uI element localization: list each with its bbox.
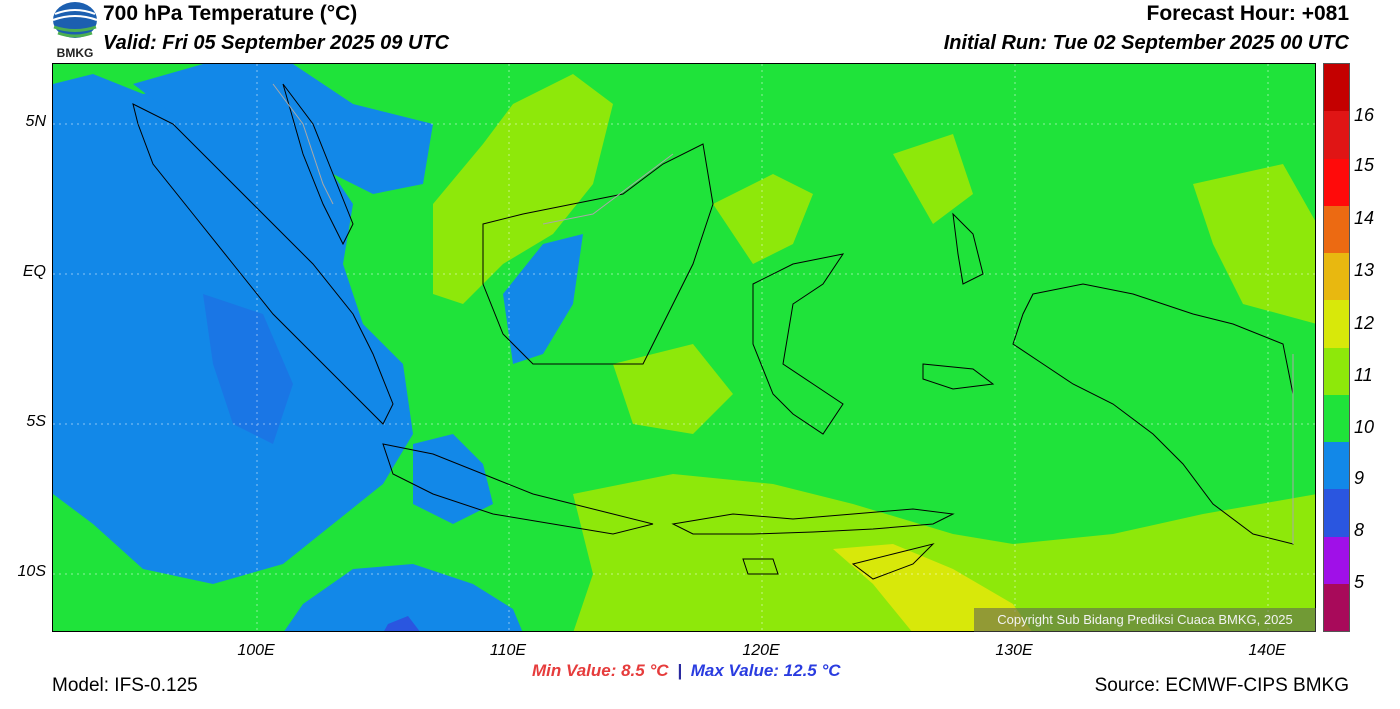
warm-patch-far-east — [1193, 164, 1315, 324]
colorbar-swatch — [1324, 64, 1349, 112]
cold-region-java-sea — [413, 434, 493, 524]
java-coast — [382, 443, 654, 535]
sulawesi-coast — [752, 253, 845, 435]
lon-label-120e: 120E — [742, 642, 780, 659]
cold-region-west — [53, 74, 413, 584]
min-max-values: Min Value: 8.5 °C | Max Value: 12.5 °C — [532, 661, 841, 681]
borneo-coast — [482, 143, 714, 365]
model-label: Model: IFS-0.125 — [52, 675, 198, 696]
cold-core — [203, 294, 293, 444]
colorbar-swatch — [1324, 442, 1349, 490]
max-value: Max Value: 12.5 °C — [690, 661, 841, 680]
graticule — [53, 64, 1315, 631]
lon-label-130e: 130E — [995, 642, 1033, 659]
minmax-separator: | — [677, 661, 683, 680]
lat-label-5s: 5S — [26, 413, 46, 430]
colorbar-swatch — [1324, 253, 1349, 301]
timor-coast — [851, 543, 935, 580]
colorbar-swatch — [1324, 205, 1349, 253]
cold-region-borneo — [503, 234, 583, 364]
bmkg-logo: BMKG — [50, 0, 100, 60]
nusa-tenggara-coast — [671, 508, 955, 535]
cold-spot-south — [384, 616, 420, 631]
lon-label-140e: 140E — [1248, 642, 1286, 659]
colorbar-label-13: 13 — [1354, 260, 1375, 280]
colorbar-swatch — [1324, 347, 1349, 395]
copyright-notice: Copyright Sub Bidang Prediksi Cuaca BMKG… — [974, 608, 1316, 632]
temperature-map — [52, 63, 1316, 632]
seram-coast — [922, 363, 995, 390]
malay-coast — [282, 83, 354, 246]
lon-label-100e: 100E — [237, 642, 275, 659]
chart-title: 700 hPa Temperature (°C) — [103, 2, 358, 25]
colorbar-swatch — [1324, 536, 1349, 584]
cold-region-north — [133, 64, 433, 194]
colorbar-label-12: 12 — [1354, 313, 1375, 333]
colorbar-label-11: 11 — [1354, 365, 1373, 385]
colorbar-swatch — [1324, 394, 1349, 442]
borders — [272, 83, 1294, 544]
lat-label-eq: EQ — [22, 263, 46, 280]
colorbar — [1323, 63, 1350, 632]
colorbar-swatch — [1324, 583, 1349, 631]
colorbar-label-9: 9 — [1354, 468, 1365, 488]
warm-patch-central — [713, 174, 813, 264]
papua-coast — [1012, 283, 1294, 545]
colorbar-swatch — [1324, 489, 1349, 537]
colorbar-swatch — [1324, 158, 1349, 206]
colorbar-swatch — [1324, 300, 1349, 348]
sumatra-coast — [132, 103, 394, 425]
warm-patch-east — [893, 134, 973, 224]
colorbar-label-10: 10 — [1354, 417, 1375, 437]
cold-region-south — [284, 564, 523, 631]
colorbar-label-5: 5 — [1354, 572, 1365, 592]
logo-text: BMKG — [57, 46, 94, 60]
colorbar-swatch — [1324, 111, 1349, 159]
sumba-coast — [742, 558, 779, 575]
colorbar-label-14: 14 — [1354, 208, 1375, 228]
min-value: Min Value: 8.5 °C — [532, 661, 669, 680]
colorbar-label-16: 16 — [1354, 105, 1375, 125]
halmahera-coast — [952, 212, 984, 285]
warm-band-north — [433, 74, 613, 304]
warm-band-south — [573, 474, 1315, 631]
coastlines — [132, 83, 1294, 580]
lon-label-110e: 110E — [489, 642, 527, 659]
initial-run: Initial Run: Tue 02 September 2025 00 UT… — [943, 32, 1349, 54]
forecast-hour: Forecast Hour: +081 — [1146, 2, 1350, 25]
source-label: Source: ECMWF-CIPS BMKG — [1094, 675, 1349, 696]
lat-label-5n: 5N — [25, 113, 46, 130]
lat-label-10s: 10S — [17, 563, 46, 580]
colorbar-label-15: 15 — [1354, 155, 1375, 175]
valid-time: Valid: Fri 05 September 2025 09 UTC — [103, 32, 450, 54]
colorbar-label-8: 8 — [1354, 520, 1365, 540]
warm-patch-mid — [613, 344, 733, 434]
